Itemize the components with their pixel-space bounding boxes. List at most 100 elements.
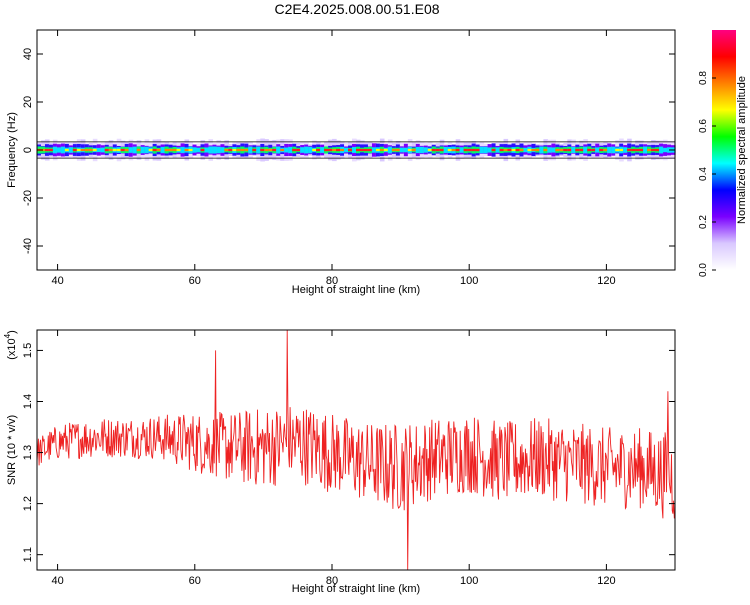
spectrogram-cell-core [431,148,437,152]
colorbar-ticks: 0.0 0.2 0.4 0.6 0.8 [698,71,716,277]
spectrogram-cell-core [647,148,652,152]
spectrogram-cell-mid [180,146,186,154]
spectrogram-cell-core [44,148,50,152]
spectrogram-cell-mid [60,146,66,154]
spectrogram-cell-core [232,148,237,152]
spectrogram-cell-core [603,148,608,152]
spectrogram-cell-core [627,148,632,152]
spectrogram-cell-mid [100,147,106,153]
spectrogram-cell-core [316,148,321,152]
spectrogram-cell-mid [132,146,138,154]
spectrogram-cell-core [507,148,513,152]
colorbar-label: Normalized spectral amplitude [736,76,748,224]
spectrogram-cell-core [587,148,592,152]
snr-x-label: Height of straight line (km) [292,583,420,595]
spectrogram-cell-core [619,148,624,152]
spectrogram-cell-core [503,148,509,152]
spectrogram-cell-core [164,148,170,152]
spectrogram-cell-mid [256,146,261,154]
spectrogram-cell-core [296,148,301,152]
spectrogram-cell-mid [595,147,600,153]
spectrogram-cell-core [411,148,417,152]
spectrogram-cell-mid [487,147,493,153]
spectrogram-cell-core [511,148,517,152]
spectrogram-cell-core [575,148,580,152]
spectrogram-x-tick-label: 60 [189,275,201,287]
spectrogram-cell-core [475,148,481,152]
spectrogram-cell-core [639,148,644,152]
spectrogram-cell-mid [220,147,226,153]
spectrogram-x-ticks: 40 60 80 100 120 [51,30,616,287]
spectrogram-cell-core [188,148,194,152]
spectrogram-cell-mid [399,147,405,153]
snr-x-tick-label: 80 [326,575,338,587]
spectrogram-cell-core [116,148,122,152]
snr-y-tick-label: 1.2 [22,496,34,511]
spectrogram-cell-core [451,148,457,152]
spectrogram-cell-core [635,148,640,152]
snr-y-ticks: 1.1 1.2 1.3 1.4 1.5 [22,343,675,562]
spectrogram-cell-core [471,148,477,152]
colorbar-tick-label: 0.8 [698,71,709,85]
spectrogram-y-ticks: 40 20 0 -20 -40 [22,48,675,254]
spectrogram-cell-mid [623,147,628,153]
spectrogram-cell-mid [68,147,74,153]
snr-scale-text: (x104) [3,330,18,360]
spectrogram-cell-core [224,148,229,152]
spectrogram-cell-core [260,148,265,152]
spectrogram-cell-core [124,148,130,152]
snr-y-label: SNR (10 * v/v) [6,415,18,485]
spectrogram-cell-core [184,148,190,152]
spectrogram-cell-mid [304,146,309,154]
spectrogram-cell-core [168,148,174,152]
spectrogram-x-tick-label: 120 [597,275,615,287]
spectrogram-cell-mid [192,147,198,153]
snr-x-tick-label: 60 [189,575,201,587]
snr-x-tick-label: 40 [51,575,63,587]
snr-scale-factor: (x104) [3,330,18,360]
spectrogram-cell-mid [300,147,305,153]
spectrogram-cell-core [136,148,142,152]
spectrogram-cell-core [379,148,385,152]
spectrogram-cell-mid [196,147,202,153]
spectrogram-cell-core [427,148,433,152]
spectrogram-cell-core [252,148,257,152]
spectrogram-cell-mid [288,146,293,154]
spectrogram-cell-core [455,148,461,152]
spectrogram-cell-core [535,148,541,152]
spectrogram-cell-mid [52,146,58,154]
snr-x-tick-label: 100 [460,575,478,587]
spectrogram-cell-mid [344,147,349,153]
spectrogram-cell-core [280,148,285,152]
spectrogram-cell-core [491,148,497,152]
spectrogram-cell-core [272,148,277,152]
spectrogram-cell-mid [140,146,146,154]
spectrogram-cell-core [555,148,560,152]
snr-scale-close: ) [6,330,18,334]
snr-scale-exponent: 4 [3,333,12,338]
spectrogram-cell-core [292,148,297,152]
spectrogram-cell-mid [583,146,588,154]
spectrogram-cell-core [72,148,78,152]
spectrogram-cell-core [92,148,98,152]
spectrogram-cell-mid [144,146,150,154]
figure-title: C2E4.2025.008.00.51.E08 [274,1,439,17]
spectrogram-cell-core [375,148,381,152]
spectrogram-cell-core [559,148,564,152]
spectrogram-cell-core [172,148,178,152]
spectrogram-cell-core [340,148,345,152]
spectrogram-y-tick-label: -20 [22,190,34,206]
spectrogram-cell-core [527,148,533,152]
spectrogram-cell-core [543,148,548,152]
spectrogram-y-tick-label: 0 [22,147,34,153]
spectrogram-cell-core [76,148,82,152]
spectrogram-y-tick-label: 40 [22,48,34,60]
spectrogram-cell-core [228,148,233,152]
spectrogram-cell-core [236,148,241,152]
snr-series-line [36,329,676,571]
spectrogram-plot-area [37,138,676,162]
spectrogram-cell-core [563,148,568,152]
spectrogram-cell-mid [419,146,425,154]
spectrogram-cell-core [651,148,656,152]
colorbar-tick-label: 0.6 [698,119,709,133]
